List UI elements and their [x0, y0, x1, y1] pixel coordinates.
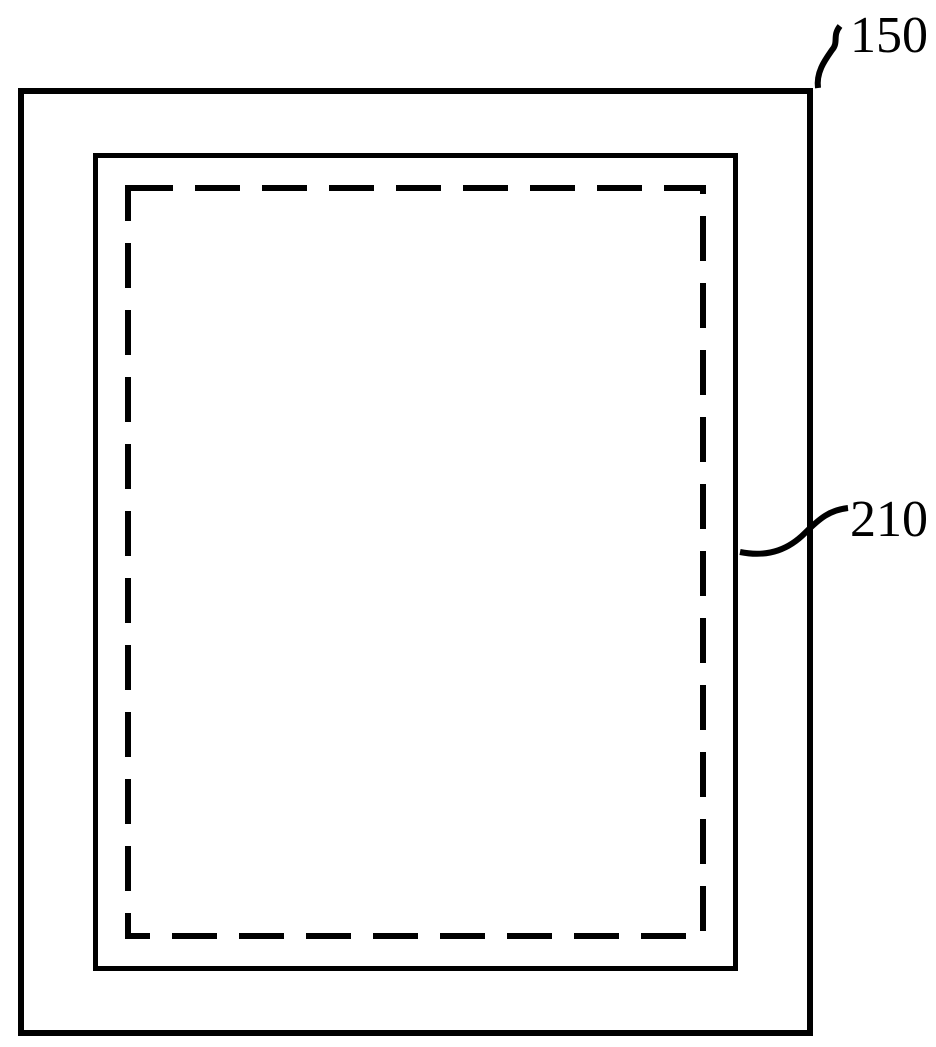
leader-line-210 — [0, 0, 936, 1047]
reference-label-210: 210 — [850, 490, 928, 549]
diagram-container: 150 210 — [0, 0, 936, 1047]
